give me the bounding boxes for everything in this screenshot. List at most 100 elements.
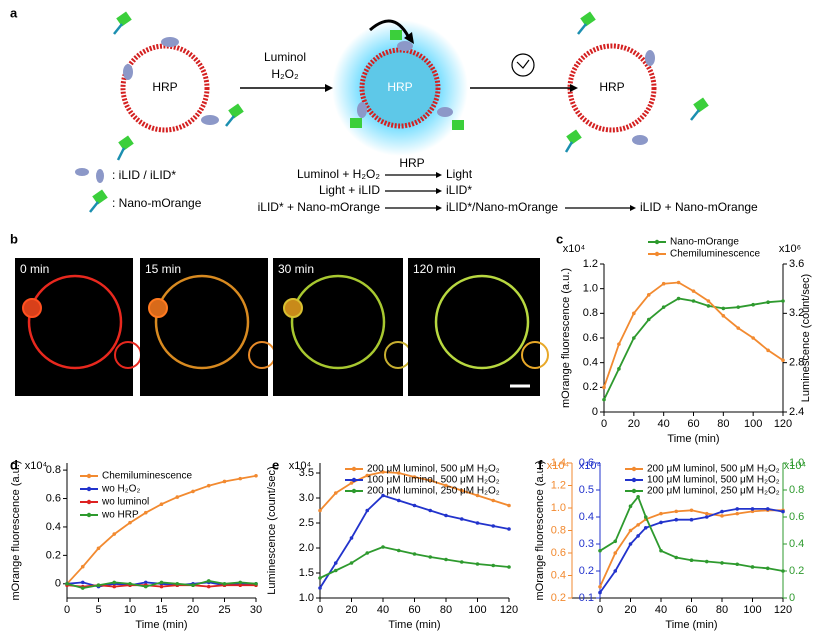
x-tick-label: 60 [687,418,699,430]
arrowhead [325,84,333,92]
data-point [751,302,755,307]
x-tick-label: 20 [624,604,636,616]
y3-tick-label: 0.6 [789,511,804,523]
x-tick-label: 80 [440,604,452,616]
reaction-right: iLID*/Nano-mOrange [446,200,558,214]
legend-text: : Nano-mOrange [112,196,202,210]
data-point [720,561,724,565]
reaction-right: iLID* [446,183,472,197]
data-point [721,306,726,311]
data-point [491,524,496,528]
micrographs: 0 min 15 min 30 min 120 min [15,258,549,396]
x-tick-label: 15 [155,604,167,616]
data-point [643,526,648,530]
y3-scale-label: x10⁴ [784,460,807,472]
y-tick-label: 0.6 [551,547,566,559]
data-point [191,583,195,588]
diagram: HRP HRP HRP [75,11,758,214]
x-tick-label: 20 [628,418,640,430]
data-point [491,498,496,503]
vesicle-image [27,274,123,370]
legend-icons [75,168,108,213]
data-point [412,475,417,479]
data-point [507,503,511,508]
series-line [319,546,510,579]
data-point [750,509,755,514]
y-tick-label: 0.2 [583,381,598,393]
data-point [428,478,433,483]
x-tick-label: 25 [218,604,230,616]
data-point [617,367,621,371]
y2-tick-label: 3.2 [789,307,804,319]
data-point [396,471,401,475]
x-tick-label: 5 [95,604,101,616]
vesicle-label: HRP [599,80,624,94]
legend-label: 200 μM luminol, 500 μM H₂O₂ [647,464,780,475]
y-axis-label: Luminescence (count/sec) [266,466,278,594]
data-point [706,304,711,308]
vesicle [567,43,657,133]
x-tick-label: 40 [658,418,670,430]
data-point [254,581,258,586]
data-point [459,560,464,564]
y3-tick-label: 0.8 [789,484,804,496]
x-tick-label: 120 [774,604,792,616]
data-point [676,280,681,285]
data-point [333,491,338,495]
reaction-catalyst: HRP [399,156,424,170]
data-point [646,317,651,322]
y3-tick-label: 0 [789,592,795,604]
x-axis-label: Time (min) [135,619,187,631]
data-point [602,385,606,390]
legend-marker [654,251,660,257]
vesicle-image [283,298,303,318]
data-point [349,481,354,485]
data-point [636,494,640,499]
legend-marker [631,466,637,472]
panel-label: a [10,5,18,20]
y-tick-label: 0.4 [551,569,566,581]
y2-tick-label: 2.8 [789,357,804,369]
y-tick-label: 1.4 [551,457,566,469]
y-tick-label: 1.2 [583,258,598,270]
y2-tick-label: 0.6 [579,457,594,469]
data-point [632,311,636,316]
data-point [381,493,385,498]
y-tick-label: 1.2 [551,479,566,491]
y2-tick-label: 3.6 [789,258,804,270]
reaction-left: Light + iLID [319,183,380,197]
data-point [636,523,640,527]
micrograph [273,258,403,396]
y-scale-label: x10⁴ [563,243,586,255]
data-point [507,527,511,531]
data-point [661,305,666,309]
x-tick-label: 100 [743,604,761,616]
data-point [750,507,755,511]
data-point [491,563,496,568]
legend-label: 100 μM luminol, 500 μM H₂O₂ [367,475,500,486]
data-point [428,508,433,513]
data-point [674,517,679,522]
time-label: 15 min [145,262,181,276]
data-point [704,511,709,516]
y3-tick-label: 0.4 [789,538,804,550]
y-scale-label: x10⁴ [547,460,570,472]
y-tick-label: 2.5 [299,517,314,529]
data-point [396,498,401,503]
panel-label: b [10,231,18,246]
y-tick-label: 0.6 [46,492,61,504]
data-point [80,586,85,590]
data-point [349,536,354,540]
y-tick-label: 0.8 [46,464,61,476]
micrograph [408,258,540,396]
y-tick-label: 0.2 [46,549,61,561]
data-point [659,520,663,525]
data-point [349,561,354,565]
data-point [661,281,666,286]
data-point [333,561,338,565]
arrow-label: H₂O₂ [271,67,299,81]
icons [113,11,709,161]
data-point [613,539,618,544]
data-point [459,488,464,493]
data-point [659,511,663,516]
